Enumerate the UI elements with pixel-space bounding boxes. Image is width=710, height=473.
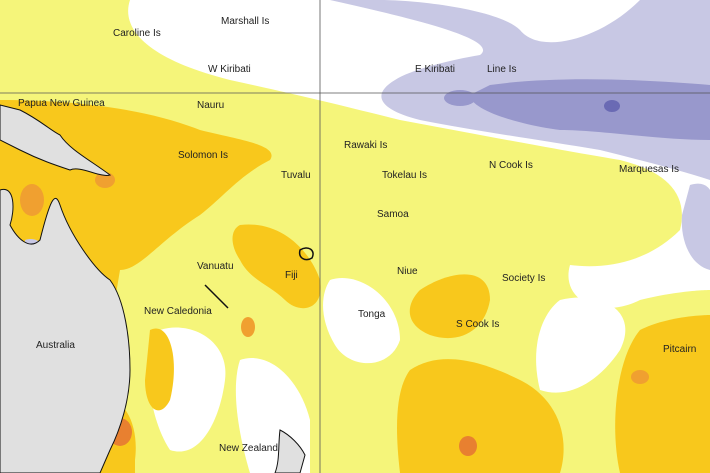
- dark-purple-spot: [604, 100, 620, 112]
- label-tuvalu: Tuvalu: [281, 170, 311, 181]
- new-guinea-land: [0, 104, 112, 176]
- label-png: Papua New Guinea: [18, 98, 105, 109]
- label-line: Line Is: [487, 64, 517, 75]
- label-new-caledonia: New Caledonia: [144, 306, 212, 317]
- orange-spot: [95, 172, 115, 188]
- label-marquesas: Marquesas Is: [619, 164, 680, 175]
- white-patch: [323, 278, 400, 364]
- label-marshall: Marshall Is: [221, 16, 270, 27]
- label-australia: Australia: [36, 340, 75, 351]
- orange-spot: [631, 370, 649, 384]
- label-niue: Niue: [397, 266, 418, 277]
- yellow-orange-region: [397, 359, 564, 473]
- orange-spot: [20, 184, 44, 216]
- mid-purple-region: [470, 79, 710, 140]
- yellow-orange-region: [615, 315, 710, 473]
- label-society: Society Is: [502, 273, 546, 284]
- new-zealand-land: [274, 429, 306, 473]
- label-rawaki: Rawaki Is: [344, 140, 388, 151]
- label-fiji: Fiji: [285, 270, 298, 281]
- label-s-cook: S Cook Is: [456, 319, 500, 330]
- fiji-land: [298, 247, 314, 261]
- label-new-zealand: New Zealand: [219, 443, 278, 454]
- label-pitcairn: Pitcairn: [663, 344, 697, 355]
- orange-spot: [241, 317, 255, 337]
- label-e-kiribati: E Kiribati: [415, 64, 456, 75]
- label-caroline: Caroline Is: [113, 28, 161, 39]
- yellow-orange-region: [145, 328, 174, 411]
- label-nauru: Nauru: [197, 100, 225, 111]
- yellow-orange-region: [232, 224, 321, 309]
- light-purple-region: [681, 183, 710, 270]
- mid-purple-region: [444, 90, 476, 106]
- label-samoa: Samoa: [377, 209, 409, 220]
- label-tonga: Tonga: [358, 309, 386, 320]
- label-n-cook: N Cook Is: [489, 160, 533, 171]
- yellow-orange-region: [409, 274, 490, 339]
- white-patch: [536, 297, 626, 393]
- australia-land: [0, 188, 131, 473]
- label-vanuatu: Vanuatu: [197, 261, 234, 272]
- label-tokelau: Tokelau Is: [382, 170, 428, 181]
- label-solomon: Solomon Is: [178, 150, 229, 161]
- orange-spot: [459, 436, 477, 456]
- new-caledonia-land: [204, 284, 229, 309]
- label-w-kiribati: W Kiribati: [208, 64, 251, 75]
